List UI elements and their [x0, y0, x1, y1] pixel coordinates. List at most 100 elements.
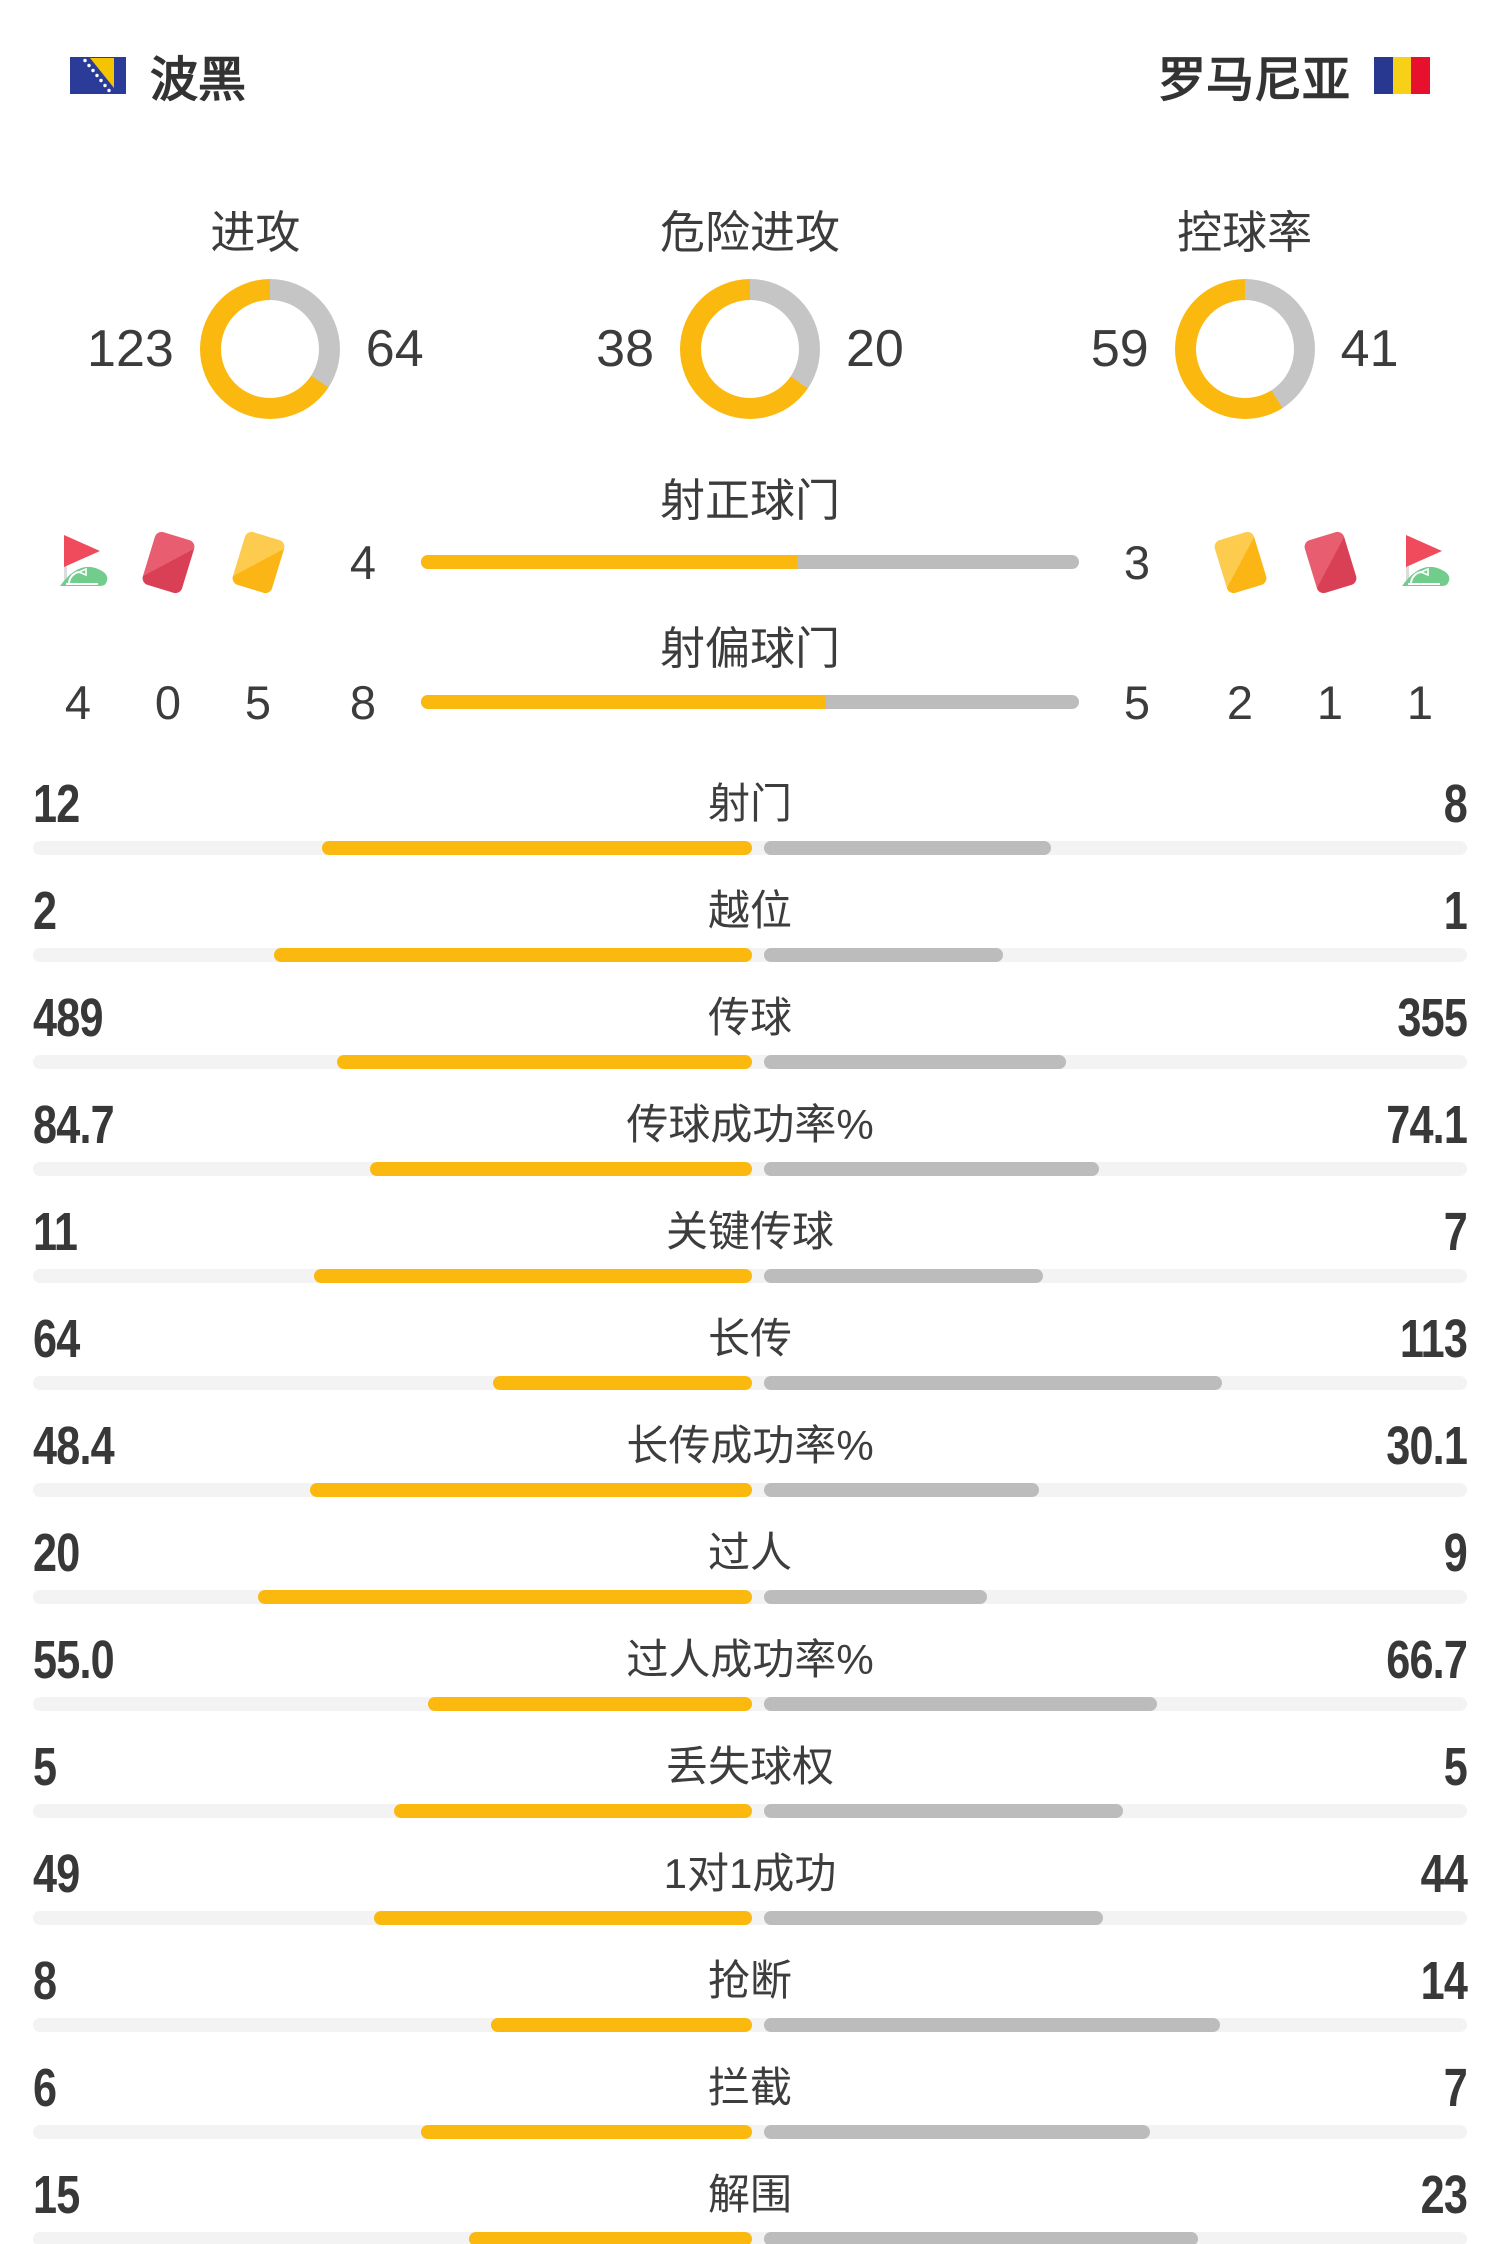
- stat-away-value: 113: [1399, 1309, 1468, 1369]
- stat-away-value: 30.1: [1386, 1416, 1468, 1476]
- donut-attacks-home-value: 123: [87, 320, 174, 378]
- home-red-cards-count: 0: [154, 675, 182, 729]
- stat-home-value: 55.0: [33, 1630, 115, 1690]
- stat-bar-home: [257, 1590, 752, 1604]
- stat-bar-home: [313, 1269, 752, 1283]
- stat-bar-away: [764, 1162, 1099, 1176]
- stat-bar-away: [764, 2125, 1151, 2139]
- stat-bar-track: [33, 1590, 1467, 1604]
- stat-label: 抢断: [707, 1957, 792, 2004]
- shots-off-target-home-value: 8: [349, 675, 377, 729]
- donut-possession-ring: [1174, 279, 1315, 419]
- stat-home-value: 6: [33, 2058, 57, 2118]
- stat-row: 11 关键传球 7: [33, 1202, 1468, 1283]
- stat-label: 传球: [707, 994, 792, 1041]
- stat-home-value: 48.4: [33, 1416, 115, 1476]
- stat-bar-away: [764, 948, 1003, 962]
- stat-label: 拦截: [707, 2064, 792, 2111]
- stat-bar-home: [468, 2232, 752, 2244]
- stat-bar-away: [764, 2232, 1198, 2244]
- stat-label: 越位: [707, 887, 792, 934]
- shots-off-target-title: 射偏球门: [659, 623, 840, 674]
- donut-possession-away-value: 41: [1340, 320, 1399, 378]
- stat-bar-away: [764, 1590, 987, 1604]
- stat-label: 长传: [707, 1315, 792, 1362]
- corner-flag-icon: [60, 535, 108, 586]
- stat-row: 5 丢失球权 5: [33, 1737, 1468, 1818]
- red-card-icon: [140, 529, 196, 595]
- shots-off-target-bar: [421, 695, 1079, 709]
- stat-home-value: 8: [33, 1951, 57, 2011]
- stat-bar-away: [764, 1269, 1043, 1283]
- stat-bar-track: [33, 841, 1467, 855]
- stat-away-value: 23: [1420, 2165, 1468, 2225]
- donut-dangerous-attacks-ring: [680, 279, 820, 419]
- donut-dangerous-attacks-away-value: 20: [846, 320, 904, 378]
- donut-attacks-ring: [199, 279, 340, 419]
- stat-home-value: 49: [33, 1844, 80, 1904]
- shots-off-target-row: 4 0 5 8 5 2 1 1: [33, 673, 1467, 731]
- stat-bar-away: [764, 1376, 1222, 1390]
- stat-bar-track: [33, 1911, 1467, 1925]
- corner-flag-icon: [1402, 535, 1450, 586]
- stat-bar-home: [274, 948, 752, 962]
- stat-bar-track: [33, 1483, 1467, 1497]
- stat-label: 丢失球权: [665, 1743, 834, 1790]
- stat-bar-home: [321, 841, 752, 855]
- donut-possession: 控球率 59 41: [997, 196, 1492, 419]
- stat-bar-track: [33, 1697, 1467, 1711]
- stat-bar-home: [427, 1697, 752, 1711]
- stat-label: 过人成功率%: [626, 1636, 874, 1683]
- stat-home-value: 20: [33, 1523, 80, 1583]
- team-away: 罗马尼亚: [1158, 40, 1430, 110]
- stat-away-value: 74.1: [1386, 1095, 1468, 1155]
- stat-bar-track: [33, 2018, 1467, 2032]
- away-red-cards-count: 1: [1316, 675, 1344, 729]
- stat-away-value: 355: [1397, 988, 1467, 1048]
- stat-bar-home: [421, 2125, 752, 2139]
- romania-flag-icon: [1374, 56, 1430, 94]
- stat-bar-home: [369, 1162, 752, 1176]
- home-discipline-icons: [33, 527, 305, 597]
- stat-row: 55.0 过人成功率% 66.7: [33, 1630, 1468, 1711]
- stat-row: 12 射门 8: [33, 774, 1468, 855]
- donut-attacks-title: 进攻: [210, 207, 301, 258]
- shots-on-target-row: 4 3: [33, 525, 1467, 599]
- away-discipline-counts: 2 1 1: [1195, 675, 1467, 730]
- shots-on-target-home-value: 4: [349, 535, 377, 589]
- stat-away-value: 7: [1443, 1202, 1468, 1262]
- stat-home-value: 489: [33, 988, 103, 1048]
- home-yellow-cards-count: 5: [244, 675, 272, 729]
- stat-bar-track: [33, 2125, 1467, 2139]
- team-home: 波黑: [70, 40, 246, 110]
- stat-bar-away: [764, 841, 1051, 855]
- stat-home-value: 5: [33, 1737, 57, 1797]
- stat-row: 48.4 长传成功率% 30.1: [33, 1416, 1468, 1497]
- donut-attacks: 进攻 123 64: [8, 196, 503, 419]
- red-card-icon: [1302, 529, 1358, 595]
- stat-bar-home: [491, 2018, 752, 2032]
- team-away-name: 罗马尼亚: [1157, 54, 1350, 107]
- stat-home-value: 15: [33, 2165, 80, 2225]
- stat-bar-track: [33, 1804, 1467, 1818]
- shots-on-target-title: 射正球门: [659, 475, 840, 526]
- stat-row: 2 越位 1: [33, 881, 1468, 962]
- stat-bar-track: [33, 1376, 1467, 1390]
- stat-home-value: 2: [33, 881, 57, 941]
- away-yellow-cards-count: 2: [1226, 675, 1254, 729]
- stat-label: 射门: [707, 780, 792, 827]
- stat-bar-track: [33, 2232, 1467, 2244]
- yellow-card-icon: [230, 529, 286, 595]
- donut-possession-home-value: 59: [1090, 320, 1149, 378]
- donut-dangerous-attacks-home-value: 38: [596, 320, 654, 378]
- stat-away-value: 66.7: [1386, 1630, 1468, 1690]
- stat-away-value: 14: [1420, 1951, 1468, 2011]
- donut-section: 进攻 123 64 危险进攻 38 20 控球率 59 41: [0, 196, 1500, 419]
- stat-row: 489 传球 355: [33, 988, 1468, 1069]
- shots-on-target-bar: [421, 555, 1079, 569]
- away-corners-count: 1: [1406, 675, 1434, 729]
- shots-on-target-away-value: 3: [1123, 535, 1151, 589]
- stat-away-value: 8: [1443, 774, 1468, 834]
- stat-label: 1对1成功: [663, 1850, 837, 1897]
